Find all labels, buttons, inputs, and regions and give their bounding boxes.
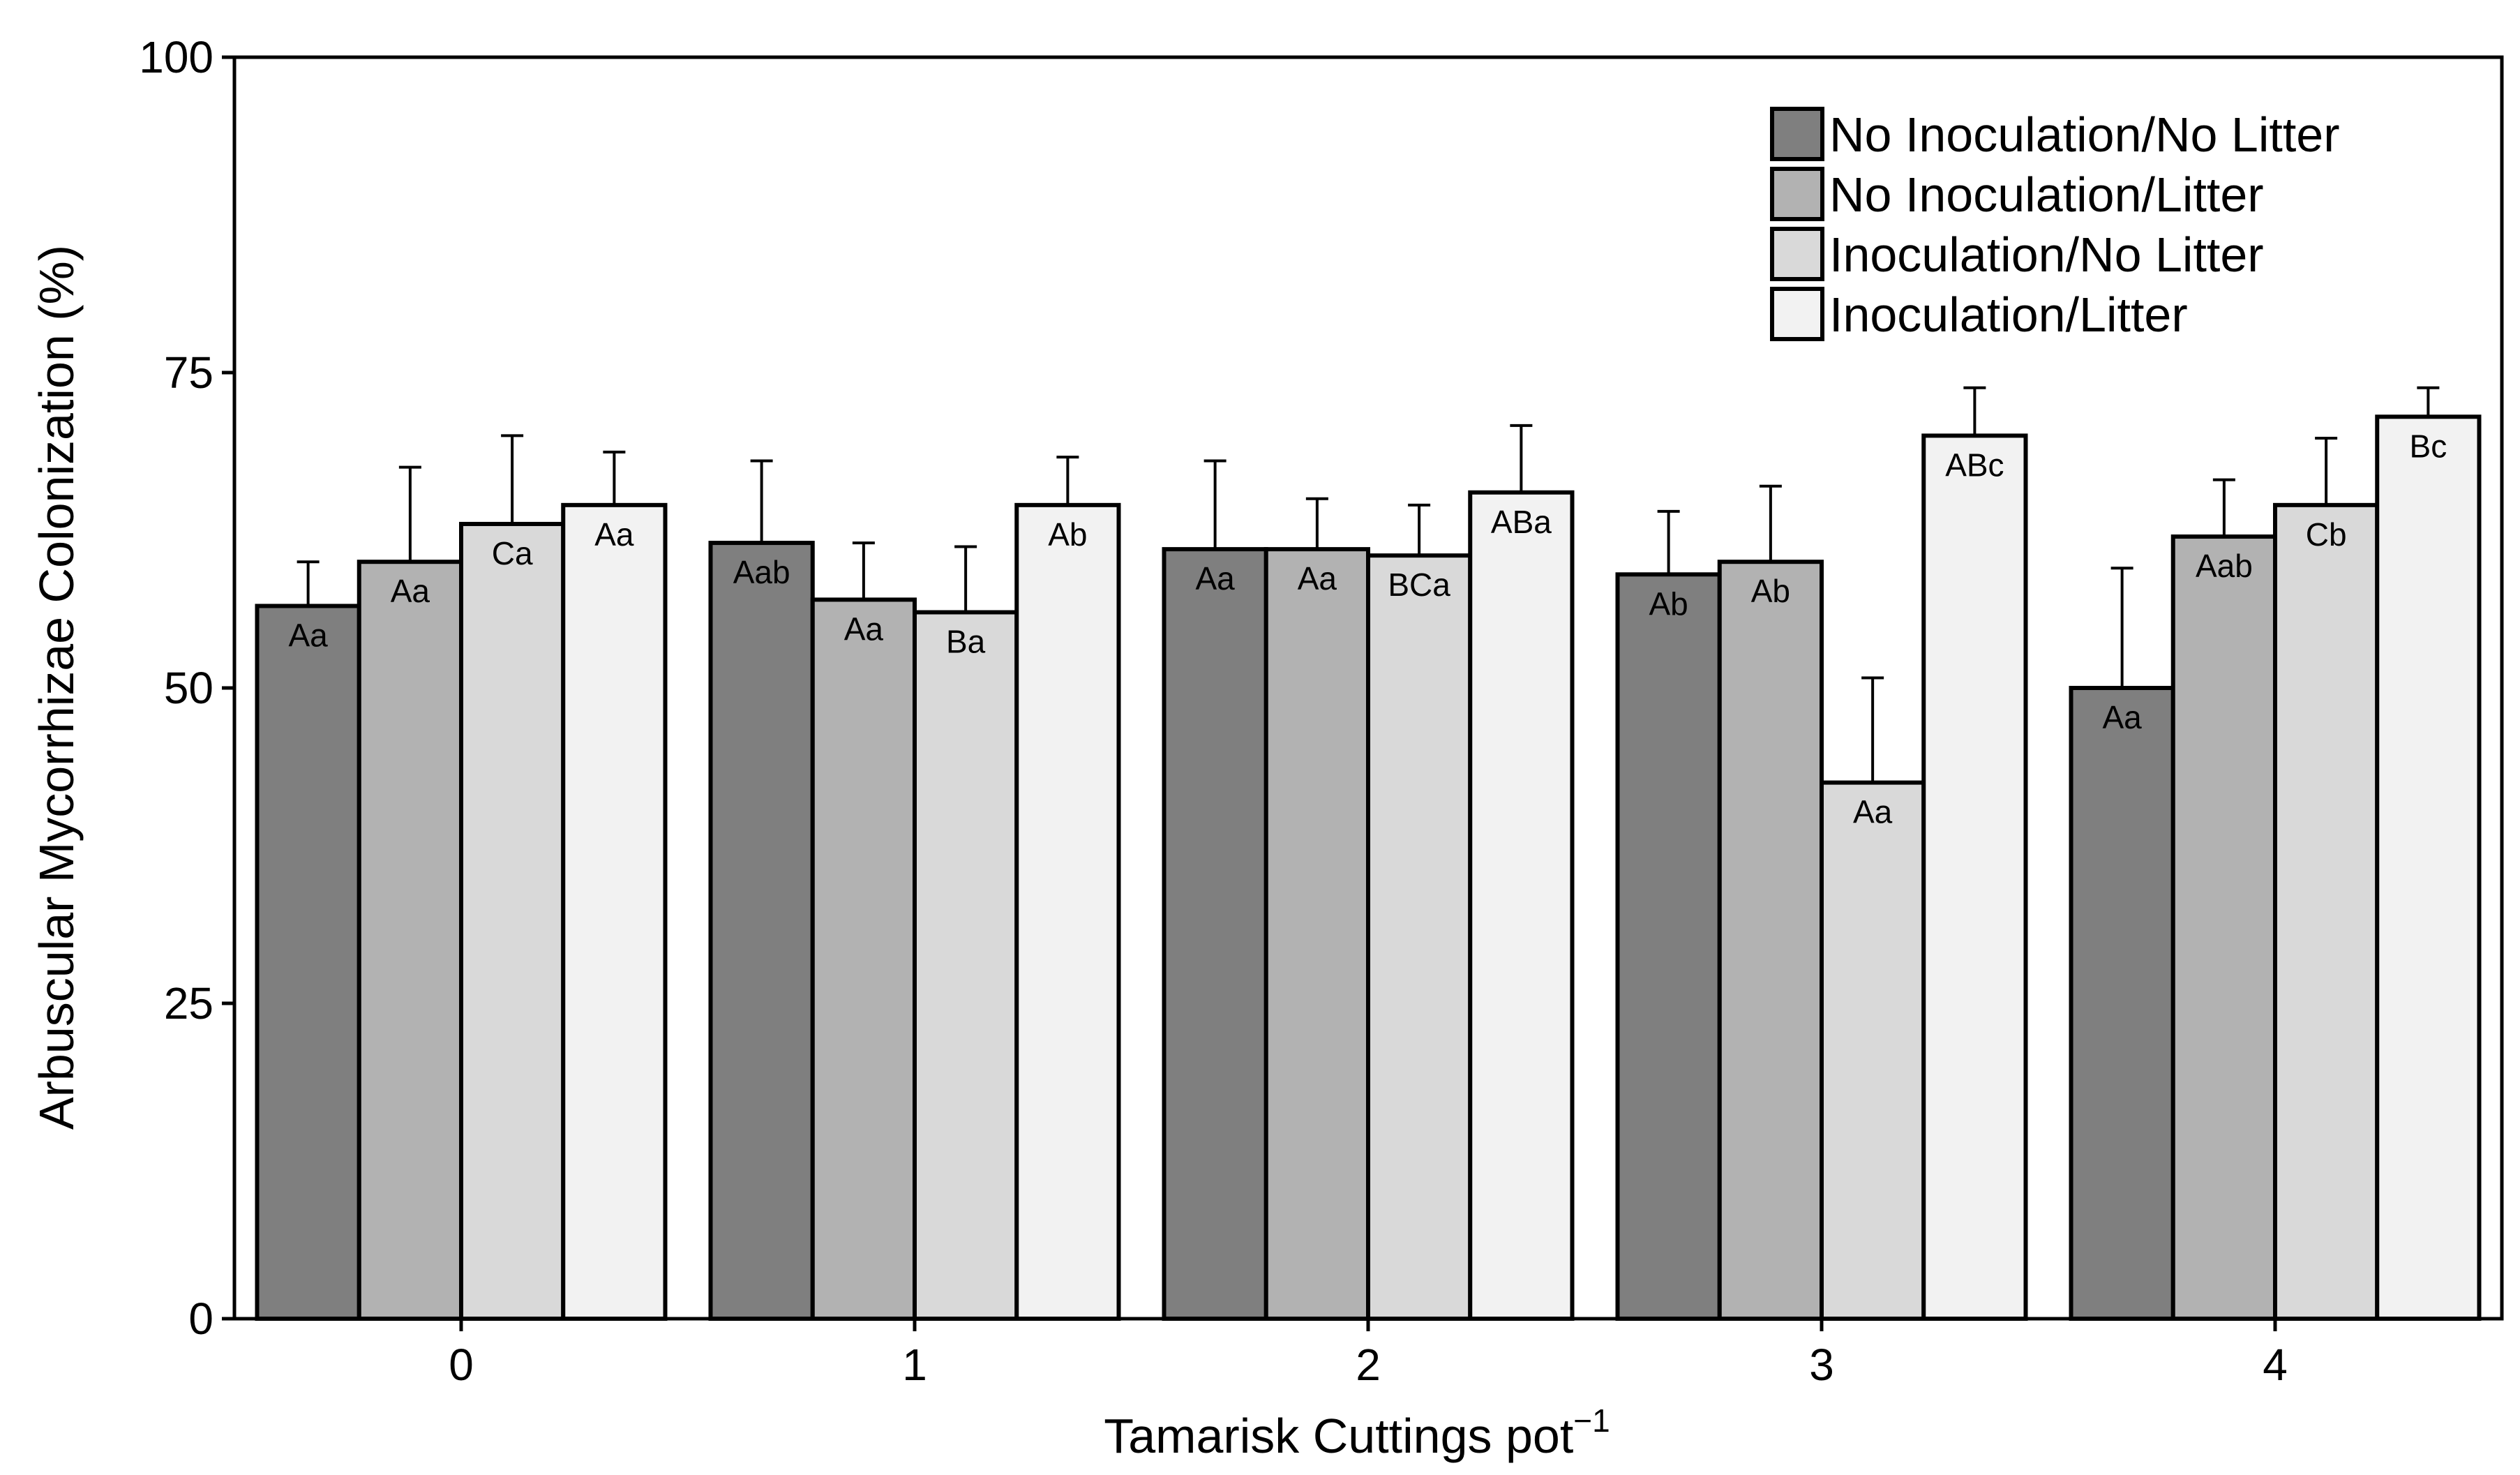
bar-label-inoculation-no-litter-2: BCa <box>1388 567 1450 603</box>
bar-label-no-inoculation-litter-4: Aab <box>2196 548 2253 584</box>
bars-layer <box>255 414 2482 1321</box>
bar-inoculation-litter-3 <box>1921 433 2028 1321</box>
x-tick-label-2: 2 <box>1356 1340 1381 1390</box>
bar-label-no-inoculation-no-litter-0: Aa <box>288 617 328 653</box>
bar-label-inoculation-litter-0: Aa <box>594 516 634 553</box>
bar-label-inoculation-litter-2: ABa <box>1491 504 1552 540</box>
x-axis-title-text: Tamarisk Cuttings pot <box>1104 1409 1573 1463</box>
legend-swatch-inoculation-litter <box>1770 287 1824 341</box>
bar-label-inoculation-litter-1: Ab <box>1048 516 1087 553</box>
bar-no-inoculation-no-litter-4 <box>2069 686 2175 1321</box>
y-axis-title: Arbuscular Mycorrhizae Colonization (%) <box>29 245 84 1130</box>
x-axis-title: Tamarisk Cuttings pot−1 <box>1104 1402 1610 1463</box>
bar-inoculation-litter-0 <box>561 502 668 1321</box>
bar-no-inoculation-litter-0 <box>357 560 463 1321</box>
bar-label-no-inoculation-litter-1: Aa <box>844 611 884 647</box>
legend-label-no-inoculation-litter: No Inoculation/Litter <box>1829 167 2264 222</box>
x-tick-label-0: 0 <box>449 1340 474 1390</box>
y-tick-label-25: 25 <box>164 978 213 1028</box>
y-tick-label-75: 75 <box>164 347 213 398</box>
bar-label-no-inoculation-no-litter-2: Aa <box>1195 560 1235 597</box>
legend-label-no-inoculation-no-litter: No Inoculation/No Litter <box>1829 107 2340 162</box>
x-tick-label-3: 3 <box>1809 1340 1834 1390</box>
bar-inoculation-litter-4 <box>2375 414 2482 1321</box>
bar-no-inoculation-no-litter-2 <box>1162 547 1268 1321</box>
bar-inoculation-no-litter-0 <box>459 521 566 1321</box>
bar-labels-layer: Aa Aa Ca Aa Aab Aa Ba Ab Aa Aa BCa ABa Ab Ab Aa ABc Aa Aa… <box>288 428 2447 830</box>
x-tick-label-1: 1 <box>902 1340 927 1390</box>
bar-label-inoculation-no-litter-0: Ca <box>492 535 533 571</box>
bar-label-no-inoculation-no-litter-3: Ab <box>1649 585 1688 622</box>
bar-label-no-inoculation-no-litter-4: Aa <box>2102 699 2142 735</box>
bar-label-inoculation-no-litter-1: Ba <box>946 624 986 660</box>
axis-layer: 0 25 50 75 100 0 1 2 3 4 <box>139 32 2288 1390</box>
legend-label-inoculation-litter: Inoculation/Litter <box>1829 287 2188 342</box>
y-tick-label-0: 0 <box>188 1294 213 1344</box>
bar-inoculation-no-litter-4 <box>2273 502 2380 1321</box>
y-tick-label-50: 50 <box>164 663 213 713</box>
bar-label-no-inoculation-no-litter-1: Aab <box>733 554 790 590</box>
x-tick-label-4: 4 <box>2263 1340 2288 1390</box>
legend-label-inoculation-no-litter: Inoculation/No Litter <box>1829 227 2264 282</box>
bar-no-inoculation-no-litter-1 <box>708 541 815 1321</box>
bar-no-inoculation-litter-3 <box>1717 560 1824 1321</box>
legend-swatch-no-inoculation-litter <box>1770 167 1824 221</box>
bar-inoculation-no-litter-2 <box>1366 553 1473 1321</box>
bar-no-inoculation-litter-4 <box>2170 534 2277 1321</box>
bar-label-inoculation-no-litter-4: Cb <box>2306 516 2347 553</box>
bar-label-inoculation-no-litter-3: Aa <box>1853 794 1893 830</box>
legend-swatch-inoculation-no-litter <box>1770 227 1824 281</box>
legend-swatch-no-inoculation-no-litter <box>1770 107 1824 161</box>
bar-label-no-inoculation-litter-2: Aa <box>1298 560 1337 597</box>
error-bars-layer <box>297 386 2440 783</box>
bar-no-inoculation-no-litter-0 <box>255 604 361 1321</box>
bar-inoculation-litter-2 <box>1468 490 1575 1321</box>
bar-no-inoculation-no-litter-3 <box>1615 572 1722 1321</box>
x-axis-title-superscript: −1 <box>1573 1402 1610 1439</box>
bar-label-inoculation-litter-4: Bc <box>2410 428 2447 464</box>
y-tick-label-100: 100 <box>139 32 213 82</box>
bar-label-no-inoculation-litter-3: Ab <box>1751 573 1790 609</box>
bar-label-no-inoculation-litter-0: Aa <box>391 573 430 609</box>
bar-inoculation-litter-1 <box>1014 502 1121 1321</box>
bar-no-inoculation-litter-2 <box>1263 547 1370 1321</box>
bar-label-inoculation-litter-3: ABc <box>1945 447 2004 483</box>
bar-no-inoculation-litter-1 <box>810 597 917 1321</box>
bar-inoculation-no-litter-1 <box>913 610 1019 1321</box>
bar-inoculation-no-litter-3 <box>1820 780 1926 1321</box>
